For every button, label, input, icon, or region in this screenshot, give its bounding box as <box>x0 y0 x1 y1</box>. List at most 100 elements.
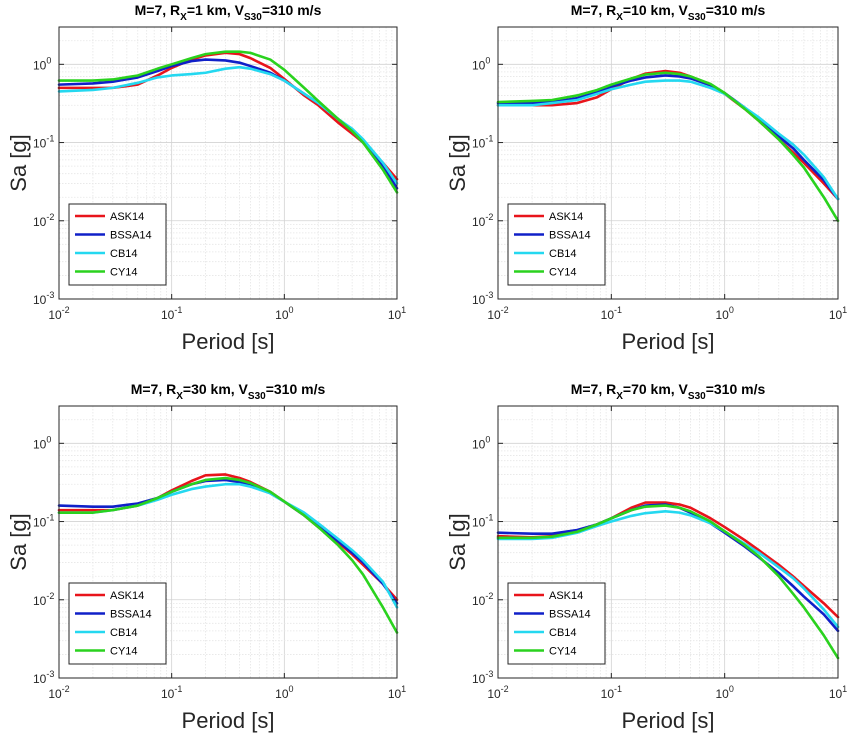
grid <box>59 27 397 299</box>
legend-entry: CY14 <box>549 267 577 279</box>
y-tick-exp: -2 <box>46 591 54 601</box>
x-tick-exp: -1 <box>614 684 622 694</box>
legend-entry: ASK14 <box>110 211 144 223</box>
y-tick-label: 10-3 <box>472 669 493 686</box>
chart-title: M=7, RX=70 km, VS30=310 m/s <box>571 381 766 402</box>
y-tick-label: 10-3 <box>472 290 493 307</box>
y-tick-base: 10 <box>472 215 486 229</box>
y-tick-exp: -2 <box>485 212 493 222</box>
title-part: =310 m/s <box>706 2 766 18</box>
x-tick-exp: 1 <box>401 684 406 694</box>
y-tick-label: 10-2 <box>472 212 493 229</box>
legend: ASK14 BSSA14 CB14 CY14 <box>68 203 167 286</box>
x-tick-base: 10 <box>829 308 843 322</box>
x-axis-label: Period [s] <box>182 708 275 733</box>
x-tick-label: 10-1 <box>161 305 182 322</box>
title-subscript: S30 <box>688 12 706 23</box>
x-tick-base: 10 <box>487 687 501 701</box>
y-axis-label: Sa [g] <box>6 134 31 191</box>
x-tick-base: 10 <box>601 308 615 322</box>
x-tick-exp: -1 <box>174 305 182 315</box>
title-part: =70 km, V <box>623 381 689 397</box>
x-tick-label: 101 <box>388 684 406 701</box>
x-tick-label: 100 <box>275 305 293 322</box>
series-line-cy14 <box>496 71 840 223</box>
x-tick-base: 10 <box>275 308 289 322</box>
y-tick-exp: 0 <box>485 434 490 444</box>
y-tick-label: 10-2 <box>33 591 54 608</box>
x-tick-exp: -2 <box>501 305 509 315</box>
axes-box <box>497 26 839 300</box>
x-tick-exp: 0 <box>729 305 734 315</box>
x-tick-exp: -1 <box>174 684 182 694</box>
y-tick-exp: 0 <box>46 434 51 444</box>
y-axis-label: Sa [g] <box>445 134 470 191</box>
legend-entry: CY14 <box>110 267 138 279</box>
x-tick-base: 10 <box>275 687 289 701</box>
axes-box <box>58 26 398 300</box>
y-tick-label: 100 <box>472 55 490 72</box>
title-part: M=7, R <box>571 2 617 18</box>
y-tick-exp: -1 <box>485 134 493 144</box>
x-tick-label: 10-1 <box>601 305 622 322</box>
x-tick-exp: -1 <box>614 305 622 315</box>
y-tick-base: 10 <box>33 137 47 151</box>
title-part: =310 m/s <box>262 2 322 18</box>
x-tick-label: 10-2 <box>487 305 508 322</box>
title-part: M=7, R <box>131 381 177 397</box>
title-part: M=7, R <box>571 381 617 397</box>
x-tick-exp: 1 <box>842 684 847 694</box>
title-subscript: X <box>176 391 183 402</box>
x-tick-exp: -2 <box>501 684 509 694</box>
x-tick-label: 10-2 <box>48 305 69 322</box>
y-tick-base: 10 <box>33 58 47 72</box>
series-line-cb14 <box>496 79 840 201</box>
title-part: M=7, R <box>135 2 181 18</box>
x-tick-label: 10-1 <box>161 684 182 701</box>
x-axis-label: Period [s] <box>622 329 715 354</box>
x-tick-exp: -2 <box>62 305 70 315</box>
x-tick-exp: 0 <box>729 684 734 694</box>
x-tick-exp: -2 <box>62 684 70 694</box>
y-tick-exp: -3 <box>485 669 493 679</box>
title-part: =310 m/s <box>706 381 766 397</box>
y-tick-exp: -3 <box>46 290 54 300</box>
x-tick-base: 10 <box>388 687 402 701</box>
x-tick-base: 10 <box>601 687 615 701</box>
y-tick-label: 10-1 <box>33 134 54 151</box>
y-tick-label: 10-2 <box>472 591 493 608</box>
title-part: =1 km, V <box>187 2 245 18</box>
y-tick-base: 10 <box>33 594 47 608</box>
series-line-bssa14 <box>496 74 840 201</box>
chart-title: M=7, RX=10 km, VS30=310 m/s <box>571 2 766 23</box>
y-tick-base: 10 <box>472 672 486 686</box>
y-tick-exp: 0 <box>46 55 51 65</box>
series-line-cy14 <box>496 504 840 660</box>
legend-entry: CY14 <box>110 646 138 658</box>
y-tick-label: 10-1 <box>472 513 493 530</box>
y-tick-label: 100 <box>33 434 51 451</box>
legend: ASK14 BSSA14 CB14 CY14 <box>507 203 606 286</box>
x-tick-base: 10 <box>388 308 402 322</box>
title-part: =310 m/s <box>266 381 326 397</box>
series-line-bssa14 <box>57 478 399 605</box>
legend-entry: CB14 <box>110 248 138 260</box>
grid <box>498 406 838 678</box>
legend: ASK14 BSSA14 CB14 CY14 <box>68 582 167 665</box>
legend-entry: ASK14 <box>110 590 144 602</box>
x-tick-label: 100 <box>275 684 293 701</box>
title-subscript: S30 <box>244 12 262 23</box>
x-tick-base: 10 <box>48 308 62 322</box>
y-tick-base: 10 <box>33 215 47 229</box>
x-axis-label: Period [s] <box>182 329 275 354</box>
y-axis-label: Sa [g] <box>6 513 31 570</box>
y-tick-base: 10 <box>472 437 486 451</box>
title-part: =30 km, V <box>183 381 249 397</box>
y-tick-label: 10-3 <box>33 290 54 307</box>
x-tick-base: 10 <box>161 687 175 701</box>
y-tick-exp: -1 <box>485 513 493 523</box>
y-tick-base: 10 <box>472 137 486 151</box>
